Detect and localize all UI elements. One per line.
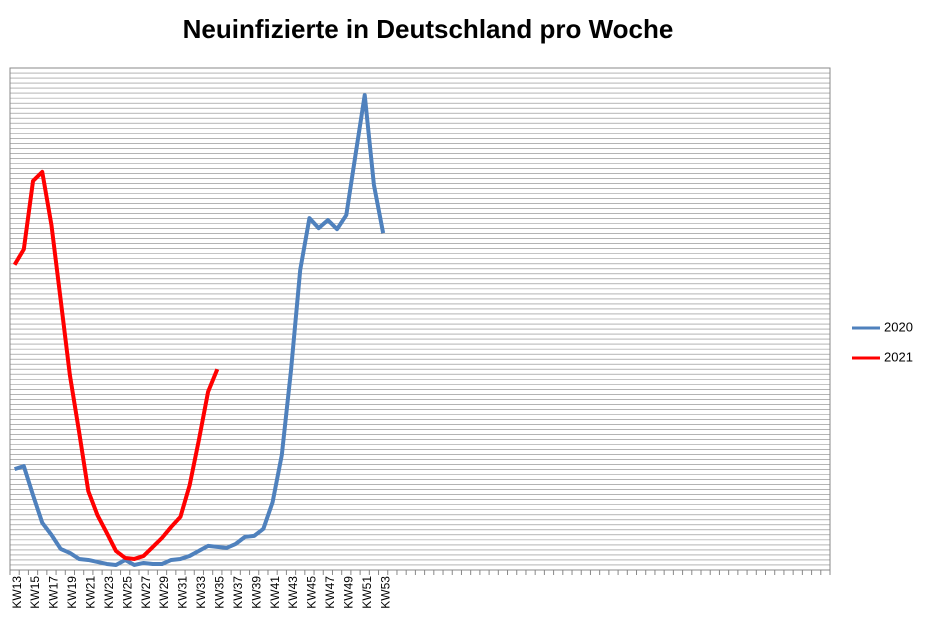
x-tick-label: KW37 xyxy=(231,576,245,609)
x-tick-label: KW41 xyxy=(268,576,282,609)
x-tick-label: KW17 xyxy=(47,576,61,609)
series-line xyxy=(13,93,386,567)
x-tick-label: KW27 xyxy=(139,576,153,609)
x-tick-label: KW29 xyxy=(157,576,171,609)
x-tick-label: KW53 xyxy=(378,576,392,609)
x-tick-label: KW49 xyxy=(341,576,355,609)
x-tick-label: KW31 xyxy=(176,576,190,609)
x-tick-label: KW23 xyxy=(102,576,116,609)
legend-label: 2020 xyxy=(884,319,913,334)
x-tick-label: KW19 xyxy=(65,576,79,609)
x-tick-label: KW39 xyxy=(249,576,263,609)
x-tick-label: KW33 xyxy=(194,576,208,609)
x-tick-label: KW13 xyxy=(10,576,24,609)
x-tick-label: KW21 xyxy=(83,576,97,609)
x-tick-label: KW47 xyxy=(323,576,337,609)
x-tick-label: KW43 xyxy=(286,576,300,609)
chart-title: Neuinfizierte in Deutschland pro Woche xyxy=(183,14,674,44)
x-tick-label: KW25 xyxy=(120,576,134,609)
legend-label: 2021 xyxy=(884,349,913,364)
x-tick-label: KW35 xyxy=(212,576,226,609)
x-tick-label: KW51 xyxy=(360,576,374,609)
x-tick-label: KW15 xyxy=(28,576,42,609)
series-line xyxy=(12,169,220,561)
x-tick-label: KW45 xyxy=(305,576,319,609)
